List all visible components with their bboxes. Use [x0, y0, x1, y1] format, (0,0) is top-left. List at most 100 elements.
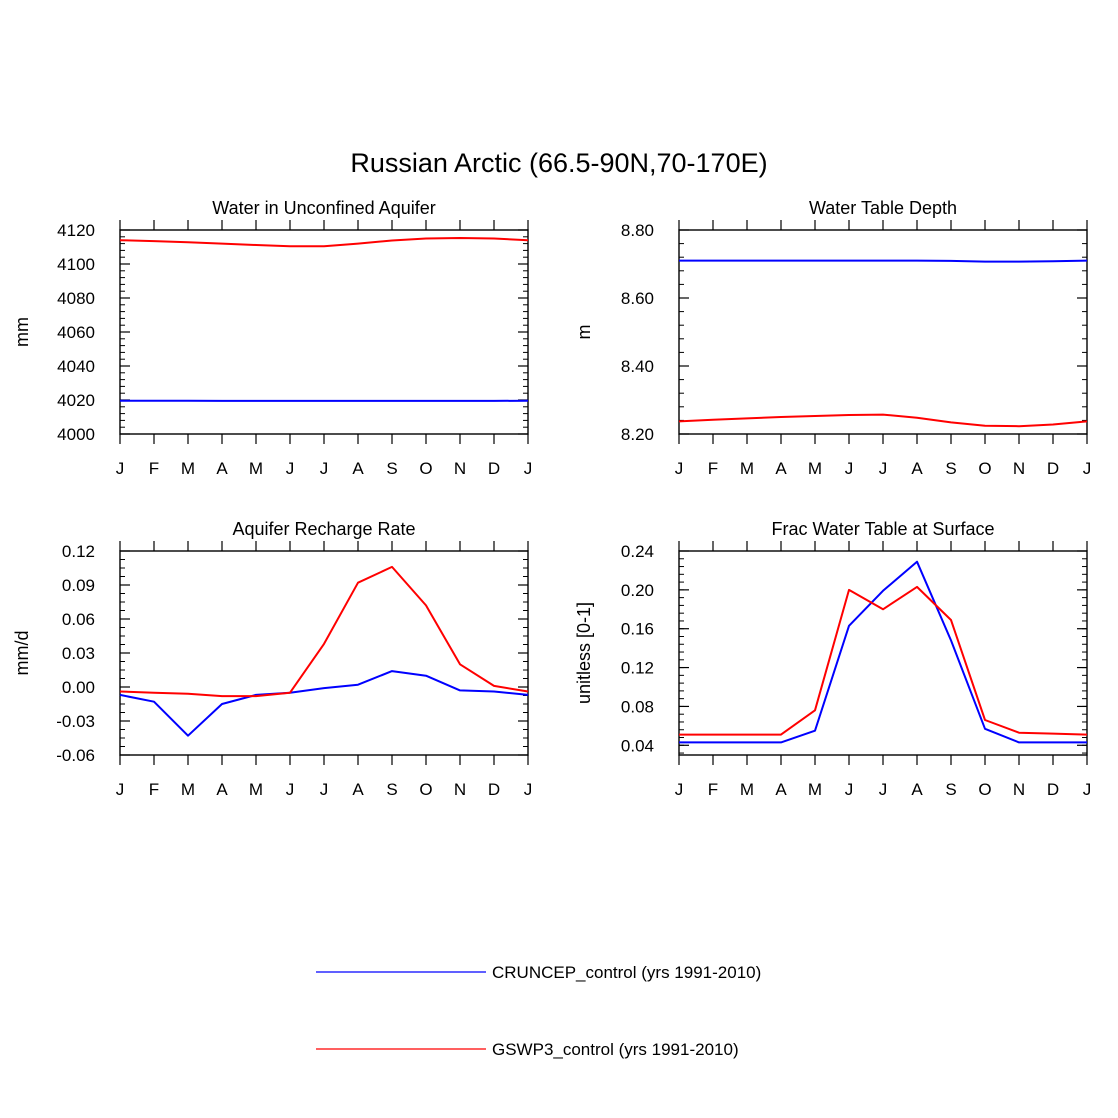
series-line-gswp3 — [119, 565, 529, 698]
x-tick-label: J — [1083, 780, 1092, 799]
series-line-gswp3 — [679, 585, 1088, 736]
x-tick-label: J — [320, 780, 329, 799]
x-tick-label: J — [116, 780, 125, 799]
y-axis-label: m — [574, 325, 594, 340]
x-tick-label: A — [775, 459, 787, 478]
x-tick-label: A — [352, 459, 364, 478]
legend-label-gswp3: GSWP3_control (yrs 1991-2010) — [492, 1040, 739, 1059]
x-tick-label: F — [149, 459, 159, 478]
x-tick-label: D — [488, 780, 500, 799]
x-tick-label: N — [1013, 459, 1025, 478]
x-tick-label: N — [454, 780, 466, 799]
x-tick-label: J — [524, 780, 533, 799]
panel-title: Water Table Depth — [809, 198, 957, 218]
y-axis-label: mm/d — [12, 631, 32, 676]
series-line-cruncep — [119, 670, 529, 737]
y-tick-label: 4020 — [57, 391, 95, 410]
x-tick-label: D — [1047, 459, 1059, 478]
x-tick-label: N — [454, 459, 466, 478]
y-tick-label: 4120 — [57, 221, 95, 240]
y-ticks — [678, 541, 1088, 765]
panel-title: Frac Water Table at Surface — [771, 519, 994, 539]
x-tick-label: A — [911, 780, 923, 799]
y-tick-label: 0.08 — [621, 697, 654, 716]
series-line-cruncep — [679, 259, 1088, 263]
y-tick-label: 4080 — [57, 289, 95, 308]
y-tick-label: -0.06 — [56, 746, 95, 765]
plot-frame — [119, 229, 529, 435]
x-tick-label: J — [116, 459, 125, 478]
y-tick-label: 8.40 — [621, 357, 654, 376]
x-tick-label: J — [845, 459, 854, 478]
x-tick-label: A — [911, 459, 923, 478]
y-ticks — [678, 220, 1088, 444]
panel-3: Aquifer Recharge Rate -0.06 -0.03 0.00 0.03 0… — [12, 519, 532, 799]
x-tick-label: A — [352, 780, 364, 799]
x-tick-label: O — [978, 459, 991, 478]
panels: Water in Unconfined Aquifer 4000 4020 4040 4… — [12, 198, 1091, 799]
y-tick-label: 0.16 — [621, 620, 654, 639]
x-tick-label: N — [1013, 780, 1025, 799]
x-tick-label: A — [216, 780, 228, 799]
x-tick-label: O — [419, 459, 432, 478]
y-tick-label: 4060 — [57, 323, 95, 342]
y-tick-label: 4000 — [57, 425, 95, 444]
x-tick-label: S — [386, 780, 397, 799]
x-tick-label: A — [216, 459, 228, 478]
figure-title: Russian Arctic (66.5-90N,70-170E) — [350, 148, 767, 178]
panel-title: Aquifer Recharge Rate — [232, 519, 415, 539]
series-line-gswp3 — [678, 413, 1088, 428]
y-tick-label: 8.20 — [621, 425, 654, 444]
y-tick-label: 0.04 — [621, 736, 654, 755]
series-line-gswp3 — [119, 237, 529, 248]
x-tick-label: J — [286, 459, 295, 478]
x-tick-label: M — [740, 459, 754, 478]
legend-label-cruncep: CRUNCEP_control (yrs 1991-2010) — [492, 963, 761, 982]
x-tick-label: O — [978, 780, 991, 799]
plot-frame — [119, 550, 529, 756]
y-tick-label: 8.80 — [621, 221, 654, 240]
x-tick-label: M — [181, 459, 195, 478]
x-tick-label: J — [675, 459, 684, 478]
y-tick-label: 0.03 — [62, 644, 95, 663]
x-tick-label: J — [524, 459, 533, 478]
legend: CRUNCEP_control (yrs 1991-2010) GSWP3_co… — [316, 963, 761, 1059]
y-tick-label: 0.12 — [62, 542, 95, 561]
x-tick-label: M — [808, 780, 822, 799]
y-tick-label: -0.03 — [56, 712, 95, 731]
x-tick-label: J — [320, 459, 329, 478]
x-tick-label: J — [845, 780, 854, 799]
y-tick-label: 8.60 — [621, 289, 654, 308]
x-tick-label: J — [1083, 459, 1092, 478]
x-tick-label: O — [419, 780, 432, 799]
x-tick-label: J — [286, 780, 295, 799]
x-tick-label: S — [945, 780, 956, 799]
x-tick-label: M — [249, 780, 263, 799]
y-tick-label: 0.20 — [621, 581, 654, 600]
panel-4: Frac Water Table at Surface 0.04 0.08 0.12 0… — [574, 519, 1091, 799]
y-tick-label: 0.00 — [62, 678, 95, 697]
x-tick-label: D — [1047, 780, 1059, 799]
x-tick-label: A — [775, 780, 787, 799]
x-tick-label: F — [149, 780, 159, 799]
y-tick-label: 0.06 — [62, 610, 95, 629]
x-tick-label: M — [181, 780, 195, 799]
x-tick-label: M — [740, 780, 754, 799]
y-tick-label: 0.09 — [62, 576, 95, 595]
y-tick-label: 4100 — [57, 255, 95, 274]
y-tick-label: 4040 — [57, 357, 95, 376]
y-tick-label: 0.24 — [621, 542, 654, 561]
x-tick-label: F — [708, 780, 718, 799]
x-tick-label: M — [249, 459, 263, 478]
x-tick-label: M — [808, 459, 822, 478]
y-ticks — [119, 220, 529, 444]
panel-title: Water in Unconfined Aquifer — [212, 198, 435, 218]
x-tick-label: J — [675, 780, 684, 799]
y-axis-label: unitless [0-1] — [574, 602, 594, 704]
x-tick-label: J — [879, 780, 888, 799]
x-tick-label: S — [945, 459, 956, 478]
x-tick-label: S — [386, 459, 397, 478]
y-axis-label: mm — [12, 317, 32, 347]
panel-2: Water Table Depth 8.20 8.40 8.60 8.80 J F M A M J J… — [574, 198, 1091, 478]
